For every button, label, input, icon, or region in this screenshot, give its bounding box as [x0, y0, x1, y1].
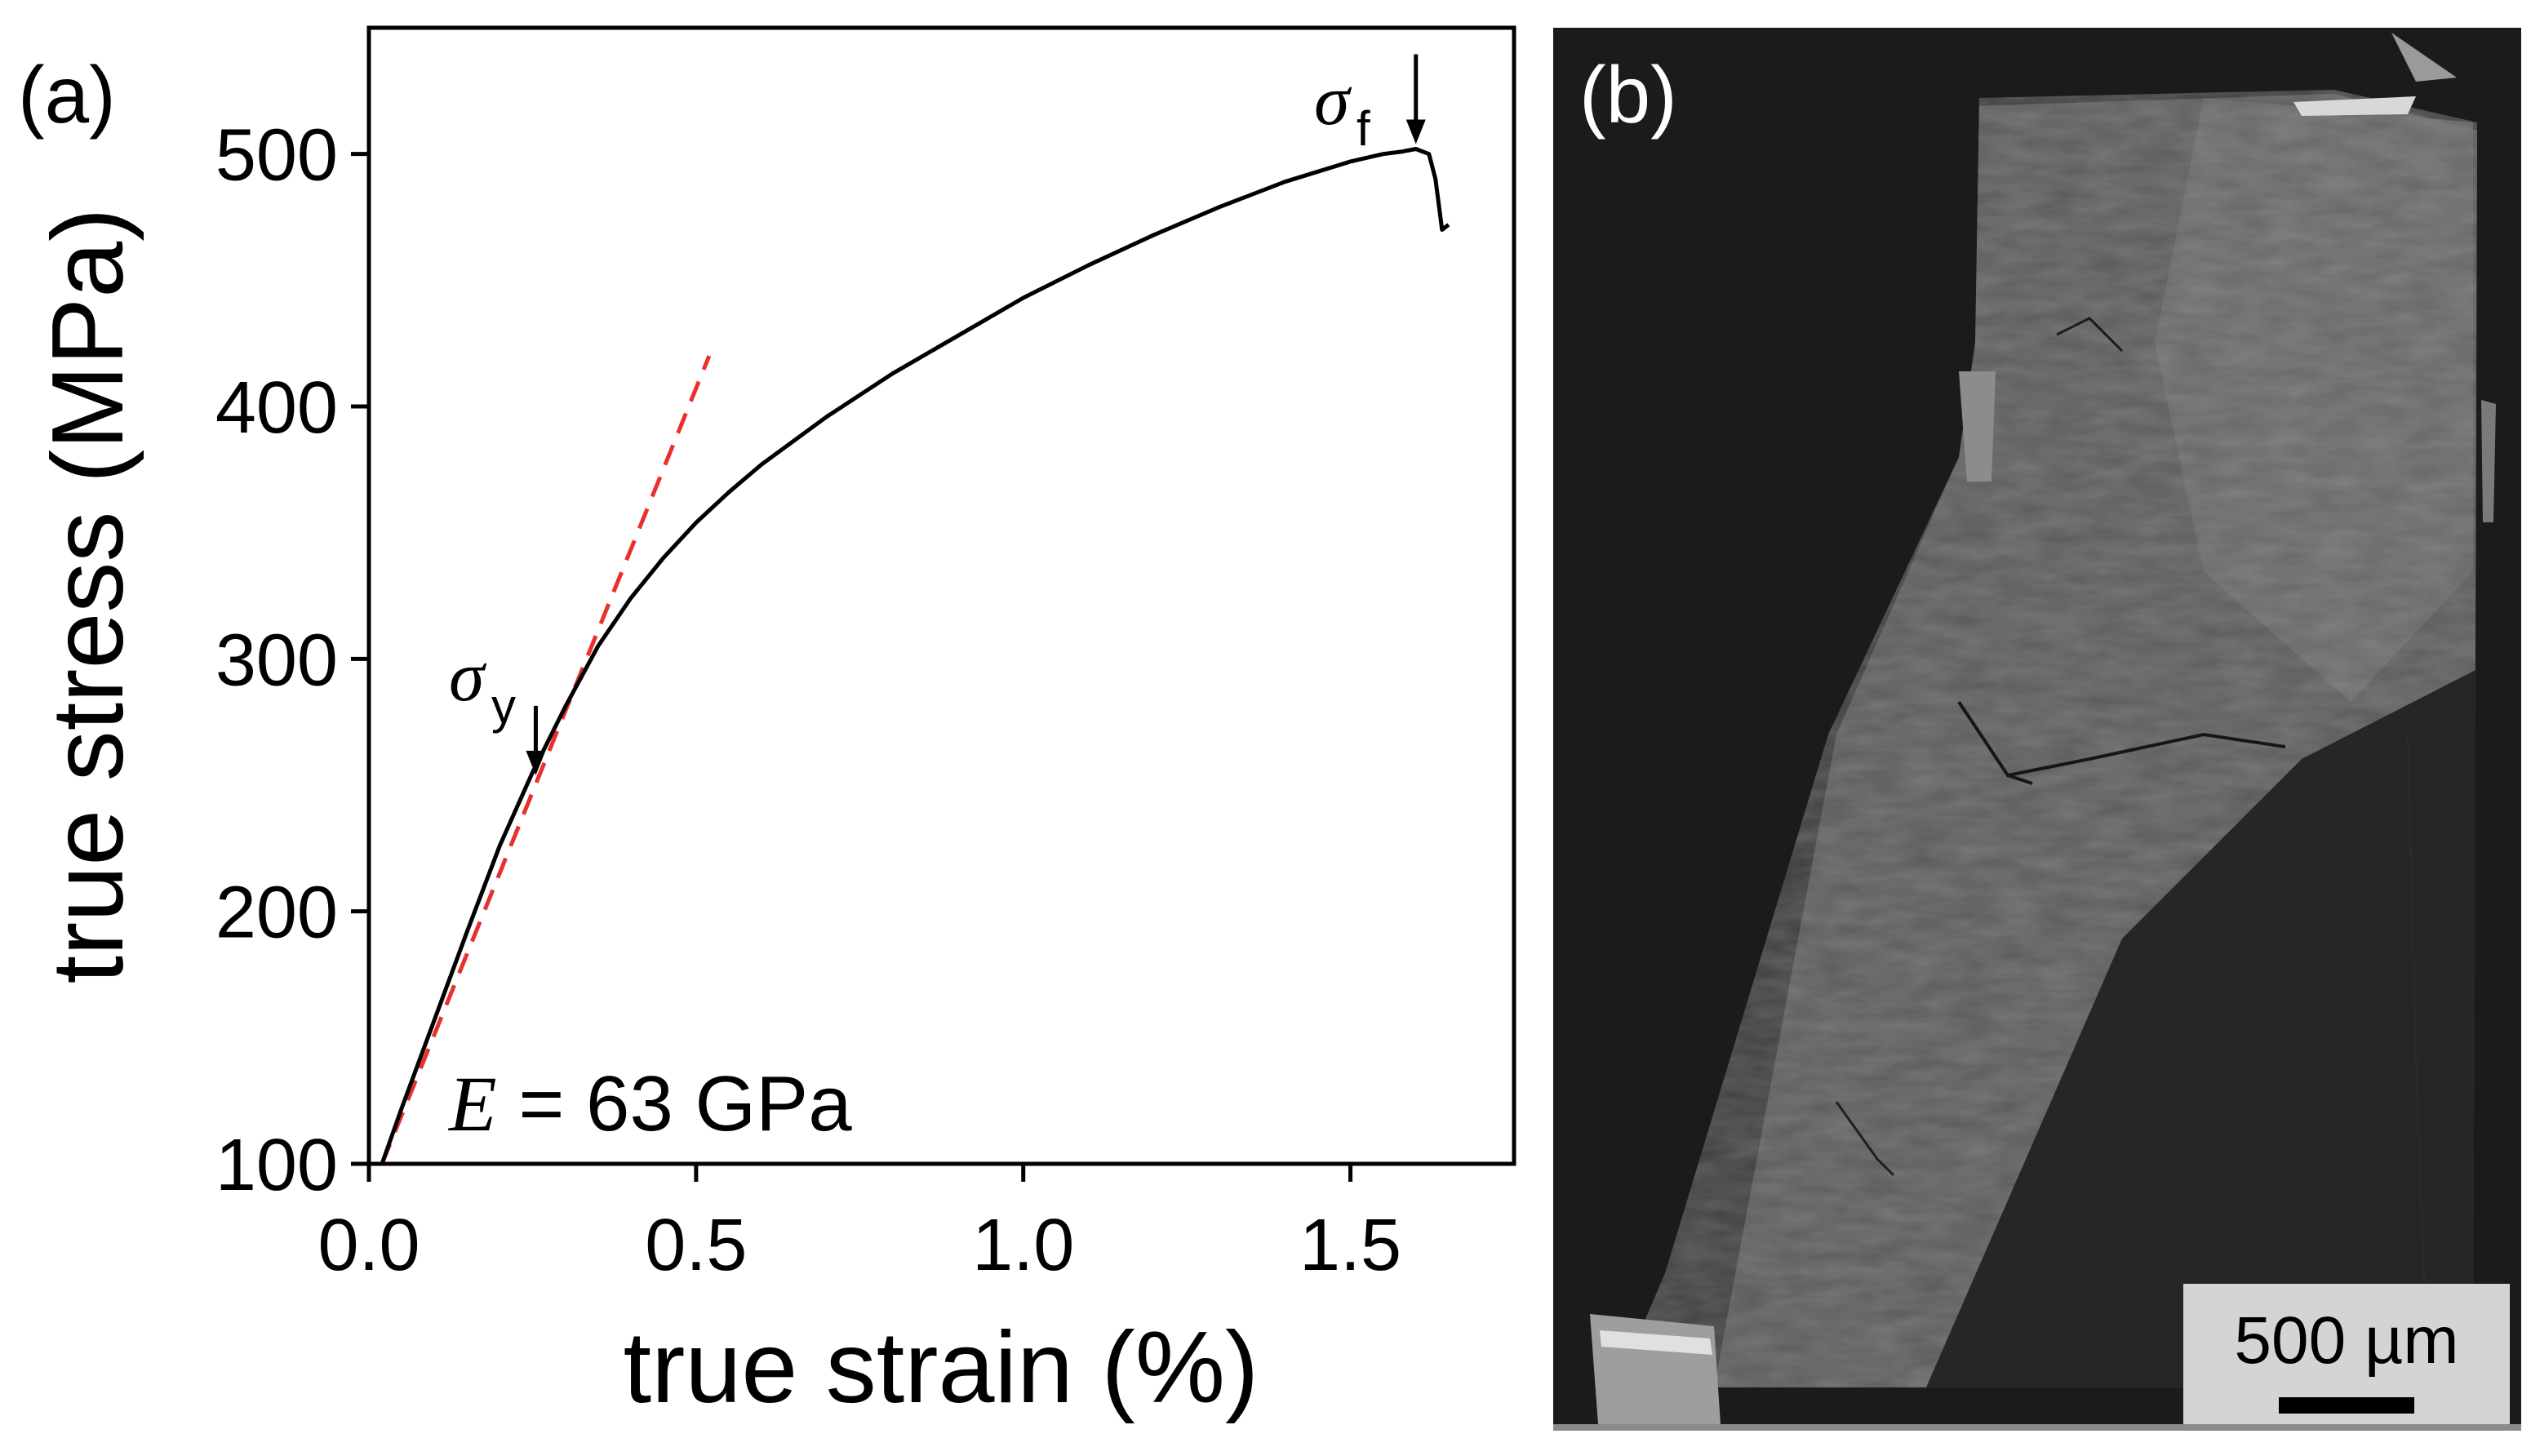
panel-a: (a) 0.0 0.5 1.0 1.5 100 200 300 400 500 true st… [18, 25, 1516, 1424]
panel-a-label: (a) [18, 50, 116, 140]
x-tick-label: 0.5 [645, 1205, 747, 1286]
x-axis-ticks: 0.0 0.5 1.0 1.5 [317, 1164, 1401, 1286]
sem-image-bottom-border [1553, 1424, 2521, 1431]
sigma-f-symbol: σ [1314, 61, 1352, 140]
y-tick-label: 300 [215, 619, 338, 701]
x-tick-label: 1.5 [1299, 1205, 1401, 1286]
plot-frame [366, 25, 1516, 1166]
sigma-y-subscript: y [491, 679, 516, 734]
fracture-arrowhead [1405, 119, 1426, 144]
scale-bar-line [2279, 1397, 2414, 1414]
scale-bar: 500 µm [2183, 1284, 2510, 1424]
y-tick-label: 200 [215, 872, 338, 954]
x-tick-label: 0.0 [317, 1205, 420, 1286]
sigma-f-subscript: f [1357, 101, 1370, 156]
scale-bar-label: 500 µm [2234, 1303, 2458, 1378]
fracture-specimen-image [1590, 33, 2496, 1424]
y-axis-ticks: 100 200 300 400 500 [215, 115, 369, 1206]
y-tick-label: 100 [215, 1125, 338, 1206]
fracture-annotation: σ f [1314, 54, 1426, 156]
sigma-y-symbol: σ [449, 637, 487, 717]
yield-arrowhead [526, 750, 546, 775]
x-tick-label: 1.0 [972, 1205, 1074, 1286]
modulus-value: = 63 GPa [497, 1060, 853, 1147]
modulus-symbol: E [447, 1060, 497, 1147]
y-tick-label: 500 [215, 115, 338, 197]
stress-strain-curve [380, 147, 1450, 1165]
modulus-label: E = 63 GPa [447, 1060, 852, 1147]
elastic-fit-line [380, 355, 712, 1165]
yield-annotation: σ y [449, 637, 546, 775]
panel-b: 500 µm (b) [1553, 28, 2521, 1431]
x-axis-label: true strain (%) [624, 1312, 1259, 1424]
y-tick-label: 400 [215, 367, 338, 449]
y-axis-label: true stress (MPa) [32, 208, 144, 984]
panel-b-label: (b) [1579, 50, 1677, 140]
